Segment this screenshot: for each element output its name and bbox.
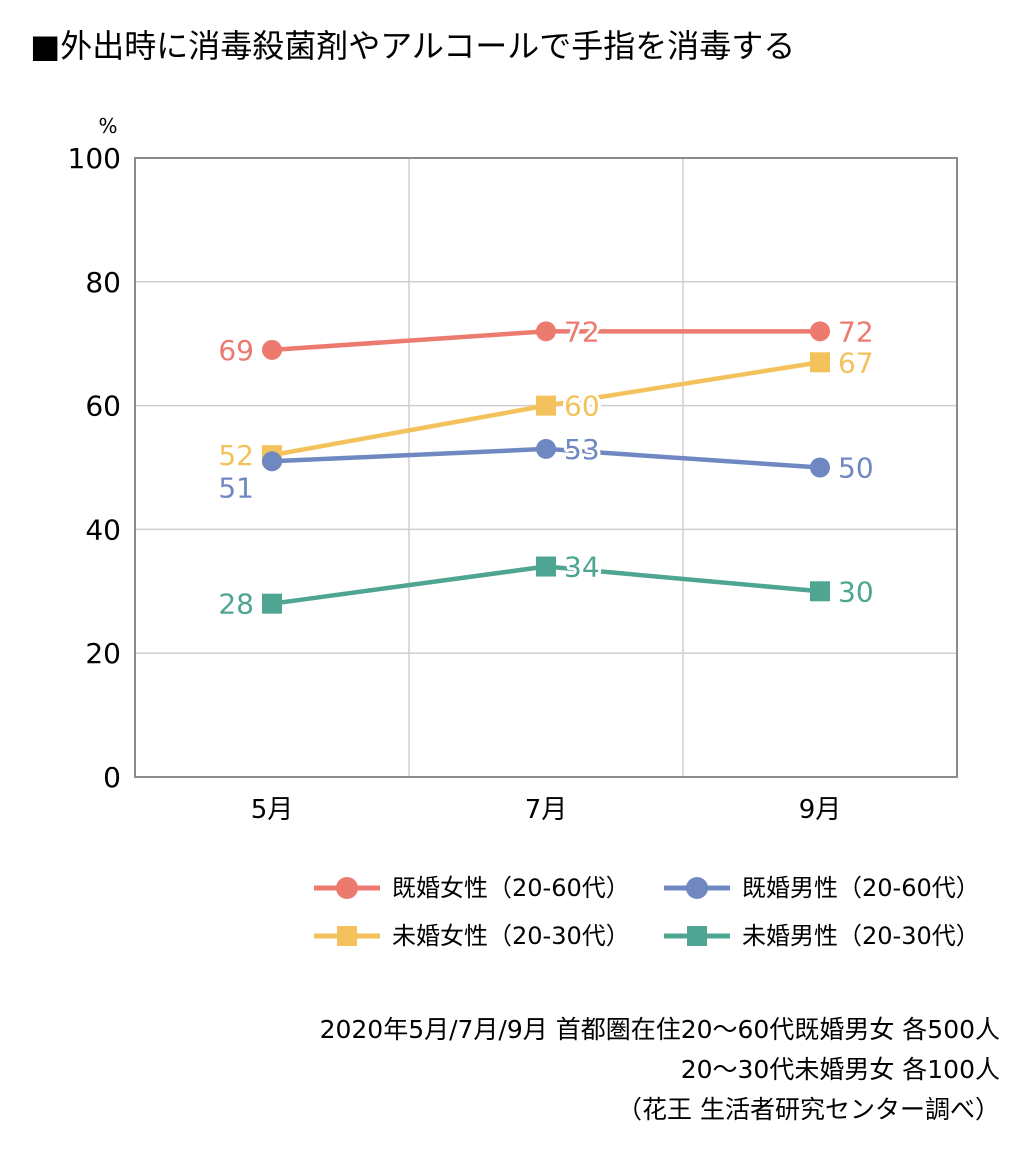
legend-item-unmarried-women: 未婚女性（20-30代） bbox=[312, 914, 630, 958]
data-label: 67 bbox=[838, 346, 874, 379]
legend-label-unmarried-men: 未婚男性（20-30代） bbox=[742, 922, 980, 950]
data-point-square bbox=[536, 556, 556, 577]
data-point-square bbox=[536, 395, 556, 416]
x-tick-label: 5月 bbox=[251, 795, 294, 825]
y-tick-label: 80 bbox=[85, 266, 121, 299]
data-label-halo: 52 bbox=[218, 439, 254, 472]
legend-circle-marker-icon bbox=[664, 877, 730, 899]
data-point-circle bbox=[262, 339, 282, 360]
legend-label-married-men: 既婚男性（20-60代） bbox=[742, 874, 980, 902]
data-point-circle bbox=[262, 451, 282, 472]
data-label: 60 bbox=[564, 390, 600, 423]
data-label: 28 bbox=[218, 588, 254, 621]
source-note: 2020年5月/7月/9月 首都圏在住20〜60代既婚男女 各500人 20〜3… bbox=[320, 1010, 1000, 1130]
legend-item-unmarried-men: 未婚男性（20-30代） bbox=[662, 914, 980, 958]
y-tick-label: 100 bbox=[68, 142, 121, 175]
data-label-halo: 67 bbox=[838, 346, 874, 379]
source-line-3: （花王 生活者研究センター調べ） bbox=[617, 1095, 1000, 1124]
legend-label-married-women: 既婚女性（20-60代） bbox=[392, 874, 630, 902]
legend-label-unmarried-women: 未婚女性（20-30代） bbox=[392, 922, 630, 950]
legend-item-married-women: 既婚女性（20-60代） bbox=[312, 866, 630, 910]
data-label-halo: 30 bbox=[838, 575, 874, 608]
data-label: 51 bbox=[218, 471, 254, 504]
data-label: 72 bbox=[564, 315, 600, 348]
data-label-halo: 53 bbox=[564, 433, 600, 466]
source-line-2: 20〜30代未婚男女 各100人 bbox=[680, 1055, 1000, 1084]
source-line-1: 2020年5月/7月/9月 首都圏在住20〜60代既婚男女 各500人 bbox=[319, 1015, 1000, 1044]
y-tick-label: 0 bbox=[103, 761, 121, 794]
data-point-circle bbox=[536, 438, 556, 459]
data-point-square bbox=[262, 593, 282, 614]
legend-item-married-men: 既婚男性（20-60代） bbox=[662, 866, 980, 910]
legend-square-marker-icon bbox=[664, 926, 730, 946]
data-point-circle bbox=[810, 457, 830, 478]
data-label-halo: 69 bbox=[218, 334, 254, 367]
x-tick-label: 7月 bbox=[525, 795, 568, 825]
x-tick-label: 9月 bbox=[799, 795, 842, 825]
plot-area-frame bbox=[134, 157, 958, 778]
data-point-square bbox=[810, 581, 830, 602]
data-label: 50 bbox=[838, 452, 874, 485]
data-point-circle bbox=[536, 321, 556, 342]
y-tick-label: 20 bbox=[85, 637, 121, 670]
data-point-square bbox=[810, 352, 830, 373]
legend-circle-marker-icon bbox=[314, 877, 380, 899]
data-label-halo: 51 bbox=[218, 471, 254, 504]
data-label-halo: 72 bbox=[564, 315, 600, 348]
y-axis-unit-label: % bbox=[98, 114, 117, 138]
data-label-halo: 60 bbox=[564, 390, 600, 423]
grid-lines bbox=[135, 158, 957, 777]
axes: 0 20 40 60 80 100% 5月 7月 9月 bbox=[68, 114, 842, 825]
chart-title: ■外出時に消毒殺菌剤やアルコールで手指を消毒する bbox=[30, 27, 796, 65]
data-label: 30 bbox=[838, 575, 874, 608]
data-label: 72 bbox=[838, 315, 874, 348]
data-label-halo: 28 bbox=[218, 588, 254, 621]
y-tick-label: 40 bbox=[85, 513, 121, 546]
data-label: 52 bbox=[218, 439, 254, 472]
series-lines bbox=[262, 321, 830, 614]
data-label-halo: 72 bbox=[838, 315, 874, 348]
data-label: 34 bbox=[564, 551, 600, 584]
data-label: 69 bbox=[218, 334, 254, 367]
data-label-halo: 50 bbox=[838, 452, 874, 485]
data-point-circle bbox=[810, 321, 830, 342]
data-label-halo: 34 bbox=[564, 551, 600, 584]
legend-square-marker-icon bbox=[314, 926, 380, 946]
data-label: 53 bbox=[564, 433, 600, 466]
y-tick-label: 60 bbox=[85, 390, 121, 423]
